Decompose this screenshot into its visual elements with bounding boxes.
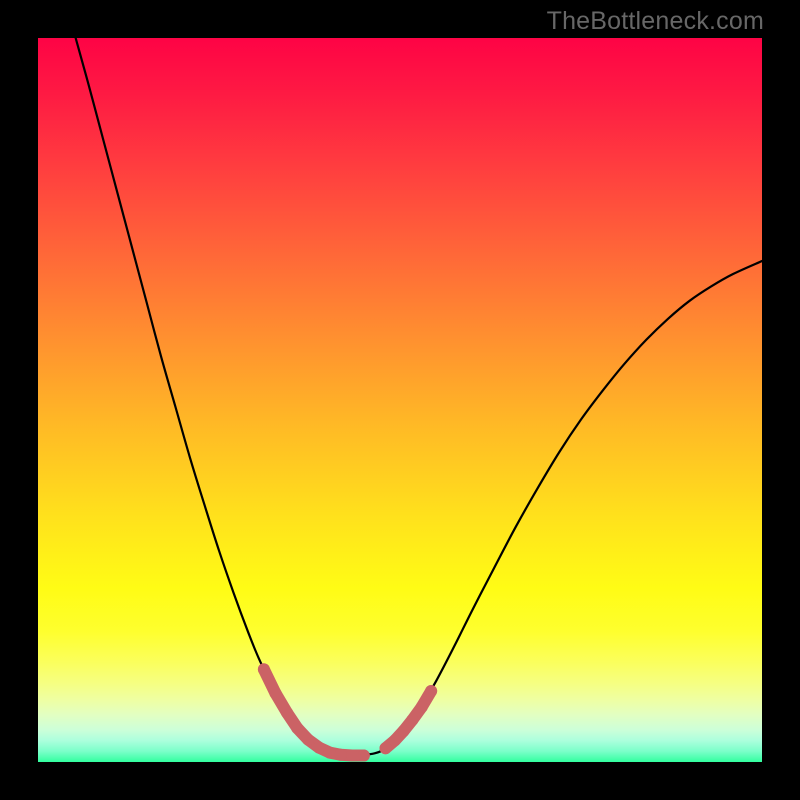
marker-point	[281, 707, 293, 719]
plot-area	[38, 38, 762, 762]
marker-strip	[264, 669, 364, 755]
marker-point	[302, 734, 314, 746]
marker-point	[406, 714, 418, 726]
chart-container: TheBottleneck.com	[0, 0, 800, 800]
marker-point	[313, 742, 325, 754]
marker-point	[389, 734, 401, 746]
bottleneck-curve	[76, 38, 762, 755]
curve-layer	[38, 38, 762, 762]
marker-point	[398, 725, 410, 737]
marker-point	[346, 749, 358, 761]
watermark-text: TheBottleneck.com	[547, 7, 764, 36]
right-marker-group	[380, 685, 438, 754]
marker-point	[291, 722, 303, 734]
marker-point	[258, 663, 270, 675]
marker-point	[335, 749, 347, 761]
marker-point	[380, 742, 392, 754]
marker-point	[416, 701, 428, 713]
marker-point	[425, 685, 437, 697]
marker-point	[358, 749, 370, 761]
marker-point	[324, 747, 336, 759]
left-marker-group	[258, 663, 370, 761]
marker-point	[269, 687, 281, 699]
